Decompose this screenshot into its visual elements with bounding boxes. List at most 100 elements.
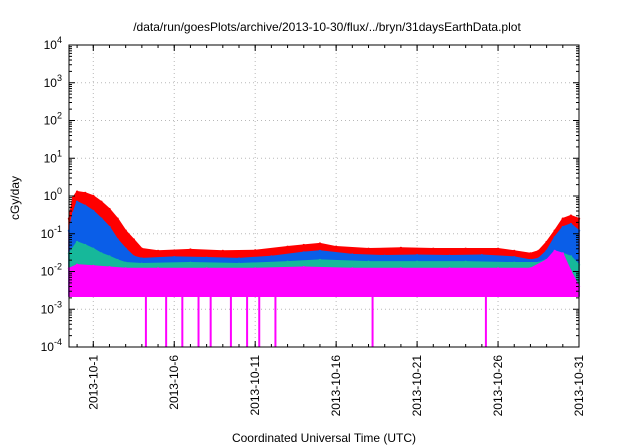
series-1-point xyxy=(108,225,111,229)
series-1-point xyxy=(132,255,135,258)
series-1-point xyxy=(569,222,573,226)
series-1-point xyxy=(529,258,532,262)
series-3-point xyxy=(496,267,500,270)
series-0-point xyxy=(71,196,75,199)
series-1-point xyxy=(383,254,386,258)
series-2-point xyxy=(92,247,95,250)
y-axis-label: cGy/day xyxy=(8,176,22,220)
series-0-point xyxy=(124,229,127,232)
series-3-point xyxy=(92,264,95,268)
series-2-point xyxy=(100,252,103,255)
series-0-point xyxy=(100,200,103,204)
series-2-point xyxy=(367,260,370,264)
series-1-point xyxy=(537,257,540,260)
series-3-point xyxy=(553,249,556,253)
y-axis: 10-4 10-3 10-2 10-1 100 101 102 103 104 xyxy=(41,35,579,354)
series-2-point xyxy=(108,255,111,258)
series-3-point xyxy=(205,267,208,270)
series-2-point xyxy=(513,261,516,265)
series-0-point xyxy=(537,249,540,253)
series-0-point xyxy=(108,207,111,211)
series-2-point xyxy=(116,258,119,262)
series-0-point xyxy=(561,217,565,220)
y-tick-label: 102 xyxy=(44,111,62,128)
series-1-point xyxy=(545,249,548,253)
series-3-point xyxy=(561,252,565,255)
series-1-point xyxy=(116,238,119,241)
series-0-point xyxy=(367,247,370,250)
series-0-point xyxy=(318,242,322,245)
series-0-point xyxy=(464,247,467,250)
series-1-point xyxy=(480,254,484,257)
series-0-point xyxy=(496,247,500,250)
series-0-point xyxy=(529,252,532,255)
y-tick-label: 100 xyxy=(44,186,62,203)
series-1-point xyxy=(318,249,322,253)
x-tick-label: 2013-10-6 xyxy=(167,355,181,410)
series-0-point xyxy=(432,247,435,250)
series-1-point xyxy=(553,236,556,239)
series-1-point xyxy=(302,251,305,254)
series-1-point xyxy=(237,257,241,260)
y-tick-label: 10-4 xyxy=(41,337,62,354)
y-tick-label: 103 xyxy=(44,73,62,90)
series-0-point xyxy=(553,229,556,232)
series-1-point xyxy=(92,209,95,213)
series-0-point xyxy=(140,247,144,250)
series-1-point xyxy=(448,254,451,258)
series-0-point xyxy=(156,249,160,253)
series-0-point xyxy=(545,240,548,244)
series-0-point xyxy=(92,194,95,198)
series-3-band xyxy=(68,250,580,298)
series-0-point xyxy=(569,214,573,217)
y-tick-label: 10-2 xyxy=(41,262,62,279)
series-3-point xyxy=(75,263,79,267)
series-3-point xyxy=(124,267,127,270)
series-0-point xyxy=(75,190,79,193)
series-0-point xyxy=(253,249,257,252)
series-0-point xyxy=(399,246,403,250)
series-2-point xyxy=(75,240,79,244)
series-2-point xyxy=(464,260,467,264)
series-3-point xyxy=(448,267,451,270)
series-2-point xyxy=(318,258,322,262)
x-axis: 2013-10-1 2013-10-6 2013-10-11 2013-10-16 20… xyxy=(76,45,586,417)
series-3 xyxy=(67,249,581,347)
chart-title: /data/run/goesPlots/archive/2013-10-30/f… xyxy=(133,20,521,34)
series-0-point xyxy=(83,191,87,195)
y-tick-label: 10-1 xyxy=(41,224,62,241)
x-tick-label: 2013-10-26 xyxy=(491,355,505,417)
series-3-point xyxy=(529,267,532,270)
series-3-point xyxy=(399,267,403,270)
x-axis-label: Coordinated Universal Time (UTC) xyxy=(232,431,416,445)
series-2-point xyxy=(140,262,144,265)
series-0-point xyxy=(334,245,338,249)
series-1-point xyxy=(75,200,79,204)
series-0-point xyxy=(513,249,516,253)
series-1-point xyxy=(351,253,354,256)
series-0-point xyxy=(116,217,119,220)
series-1-point xyxy=(513,255,516,259)
series-0-point xyxy=(132,238,135,241)
series-layer xyxy=(67,190,581,347)
series-3-point xyxy=(545,258,548,262)
x-tick-label: 2013-10-31 xyxy=(572,355,586,417)
series-2-point xyxy=(569,255,573,258)
series-1-point xyxy=(270,255,273,258)
series-1-point xyxy=(71,212,75,215)
x-tick-label: 2013-10-11 xyxy=(248,355,262,416)
series-2-point xyxy=(124,261,127,265)
series-1-point xyxy=(124,247,127,250)
series-0-point xyxy=(189,248,192,251)
series-0-point xyxy=(221,249,225,253)
series-1-point xyxy=(415,254,419,257)
series-2-point xyxy=(286,260,289,264)
y-tick-label: 10-3 xyxy=(41,299,62,316)
x-tick-label: 2013-10-1 xyxy=(86,355,100,410)
x-tick-label: 2013-10-16 xyxy=(329,355,343,417)
series-3-point xyxy=(108,265,111,269)
series-3-point xyxy=(253,267,257,270)
series-1-point xyxy=(140,257,144,260)
y-tick-label: 101 xyxy=(44,148,62,165)
